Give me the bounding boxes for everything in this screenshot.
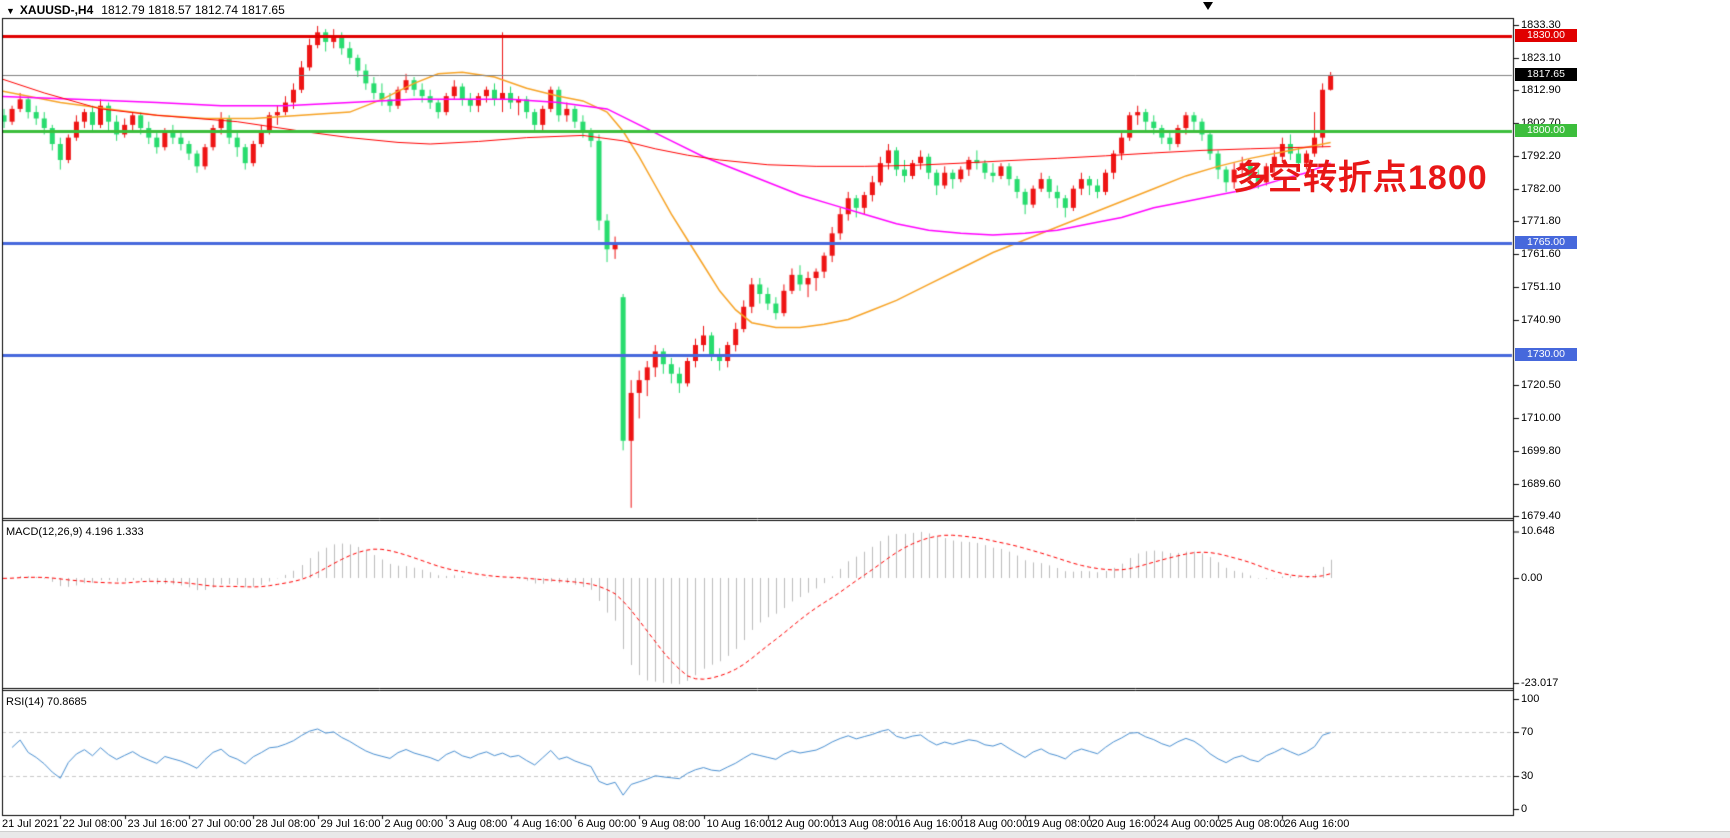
time-tick-label: 23 Jul 16:00 [127,818,188,830]
price-badge-1800-00[interactable]: 1800.00 [1515,124,1577,137]
price-tick-label: 1689.60 [1521,477,1561,490]
rsi-tick-label: 0 [1521,802,1528,815]
time-tick-label: 29 Jul 16:00 [320,818,381,830]
price-badge-1830-00[interactable]: 1830.00 [1515,29,1577,42]
price-badge-1817-65: 1817.65 [1515,68,1577,81]
symbol-timeframe: XAUUSD-,H4 [19,3,94,17]
rsi-tick-label: 70 [1521,725,1534,738]
price-tick-label: 1710.00 [1521,411,1561,424]
time-tick-label: 12 Aug 00:00 [770,818,836,830]
time-tick-label: 4 Aug 16:00 [513,818,573,830]
rsi-tick-label: 30 [1521,769,1534,782]
price-badge-1730-00[interactable]: 1730.00 [1515,348,1577,361]
time-tick-label: 6 Aug 00:00 [577,818,637,830]
price-tick-label: 1823.10 [1521,51,1561,64]
price-tick-label: 1812.90 [1521,83,1561,96]
price-badge-1765-00[interactable]: 1765.00 [1515,236,1577,249]
time-tick-label: 10 Aug 16:00 [706,818,772,830]
time-tick-label: 3 Aug 08:00 [448,818,508,830]
time-tick-label: 16 Aug 16:00 [898,818,964,830]
price-tick-label: 1720.50 [1521,378,1561,391]
chart-title: ▼ XAUUSD-,H4 1812.79 1818.57 1812.74 1817.… [6,3,285,17]
time-tick-label: 18 Aug 00:00 [963,818,1029,830]
price-tick-label: 1740.90 [1521,313,1561,326]
price-tick-label: 1833.30 [1521,18,1561,31]
rsi-indicator-label: RSI(14) 70.8685 [6,696,87,708]
ohlc-readout: 1812.79 1818.57 1812.74 1817.65 [101,3,285,17]
price-tick-label: 1771.80 [1521,214,1561,227]
time-tick-label: 28 Jul 08:00 [255,818,316,830]
macd-tick-label: -23.017 [1521,676,1559,689]
price-tick-label: 1782.00 [1521,182,1561,195]
chart-text-annotation[interactable]: 多空转折点1800 [1233,159,1488,197]
price-tick-label: 1792.20 [1521,149,1561,162]
chart-shift-marker-icon[interactable] [1203,2,1213,10]
time-tick-label: 26 Aug 16:00 [1284,818,1350,830]
window-bottom-strip [0,831,1730,838]
macd-tick-label: 0.00 [1521,571,1543,584]
time-tick-label: 25 Aug 08:00 [1220,818,1286,830]
time-tick-label: 2 Aug 00:00 [384,818,444,830]
time-tick-label: 19 Aug 08:00 [1027,818,1093,830]
time-tick-label: 22 Jul 08:00 [62,818,123,830]
time-tick-label: 27 Jul 00:00 [191,818,252,830]
time-tick-label: 21 Jul 2021 [2,818,59,830]
macd-tick-label: 10.648 [1521,525,1555,537]
price-tick-label: 1751.10 [1521,280,1561,293]
rsi-tick-label: 100 [1521,692,1540,705]
price-tick-label: 1699.80 [1521,444,1561,457]
time-tick-label: 13 Aug 08:00 [834,818,900,830]
symbol-dropdown-icon[interactable]: ▼ [6,6,15,16]
time-tick-label: 24 Aug 00:00 [1156,818,1222,830]
macd-indicator-label: MACD(12,26,9) 4.196 1.333 [6,526,144,538]
price-tick-label: 1679.40 [1521,509,1561,522]
time-tick-label: 20 Aug 16:00 [1091,818,1157,830]
price-tick-label: 1761.60 [1521,247,1561,260]
time-tick-label: 9 Aug 08:00 [641,818,701,830]
